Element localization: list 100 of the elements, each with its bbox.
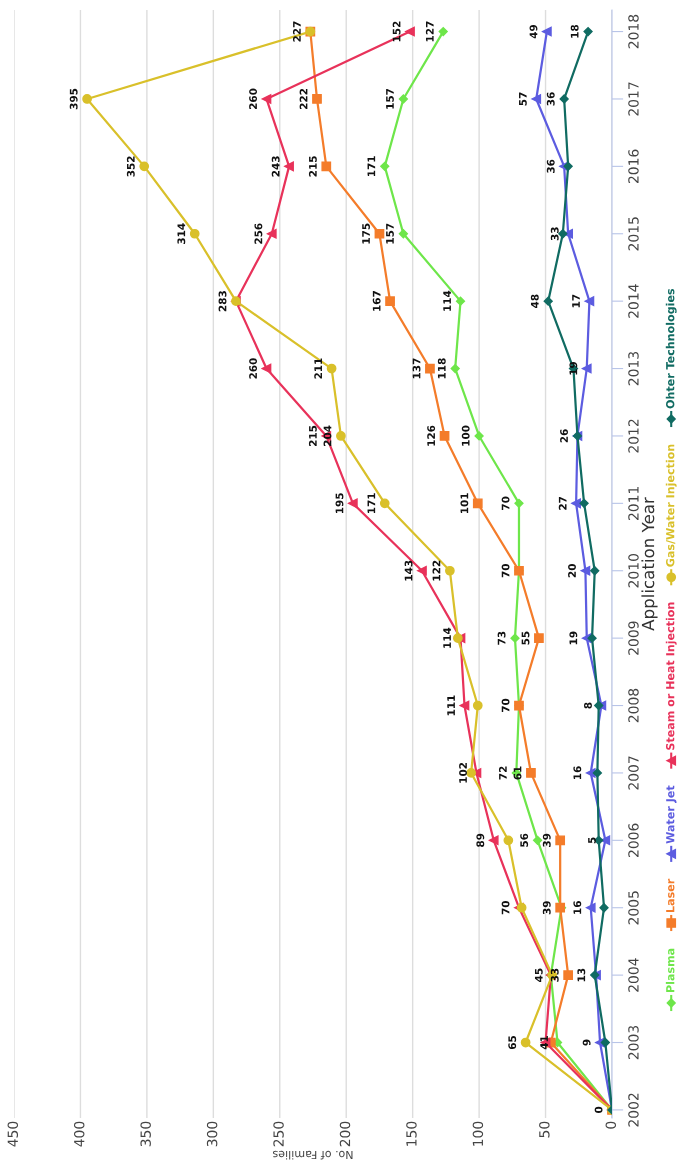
data-label: 152 [392, 21, 401, 42]
data-label: 55 [521, 631, 530, 645]
data-label: 100 [461, 425, 470, 446]
data-label: 314 [177, 223, 186, 244]
x-tick-label: 450 [7, 1121, 19, 1147]
data-label: 70 [501, 563, 510, 578]
y-tick-label: 2005 [628, 891, 639, 925]
data-label: 215 [308, 425, 317, 446]
data-label: 39 [542, 901, 551, 915]
data-label: 260 [249, 358, 258, 379]
data-label: 211 [314, 358, 322, 379]
data-label: 89 [476, 833, 485, 847]
x-tick-label: 150 [406, 1121, 417, 1146]
text: Laser [666, 878, 675, 912]
y-axis-title: Application Year [641, 497, 658, 631]
text: Plasma [665, 948, 675, 992]
y-tick-label: 2007 [628, 756, 639, 790]
data-label: 395 [69, 88, 78, 110]
data-label: 61 [513, 766, 522, 780]
data-label: 0 [594, 1106, 603, 1114]
data-label: 13 [577, 968, 586, 982]
data-label: 70 [501, 698, 510, 713]
y-tick-label: 2012 [628, 419, 639, 453]
data-label: 16 [573, 901, 582, 914]
y-tick-label: 2015 [628, 217, 639, 251]
x-axis-title: No. of Families [272, 1150, 353, 1160]
y-tick-label: 2010 [628, 553, 639, 588]
data-label: 260 [249, 88, 258, 110]
data-label: 73 [497, 631, 506, 645]
data-label: 122 [432, 560, 441, 581]
data-label: 39 [542, 833, 551, 847]
x-tick-label: 250 [273, 1121, 284, 1147]
data-label: 157 [386, 88, 394, 109]
data-label: 9 [582, 1039, 591, 1046]
data-label: 19 [569, 361, 578, 375]
data-label: 114 [443, 290, 451, 311]
y-tick-label: 2002 [628, 1093, 639, 1127]
x-tick-label: 0 [605, 1121, 617, 1129]
data-label: 41 [540, 1035, 548, 1050]
text: Ohter Technologies [665, 288, 677, 409]
data-label: 171 [367, 493, 376, 514]
data-label: 65 [508, 1036, 517, 1050]
data-label: 20 [568, 563, 576, 578]
data-label: 167 [372, 291, 381, 311]
data-label: 45 [534, 968, 543, 982]
data-label: 72 [498, 766, 507, 780]
data-label: 114 [443, 627, 451, 648]
y-tick-label: 2008 [628, 688, 639, 723]
data-label: 157 [386, 223, 394, 244]
y-tick-label: 2016 [628, 149, 639, 184]
data-label: 27 [558, 496, 567, 510]
data-label: 5 [588, 837, 596, 844]
data-label: 111 [447, 695, 455, 716]
y-tick-label: 2011 [628, 486, 639, 520]
y-tick-label: 2014 [628, 284, 639, 318]
y-tick-label: 2013 [628, 351, 639, 386]
text: Gas/Water Injection [665, 444, 677, 567]
y-tick-label: 2009 [628, 621, 639, 655]
data-label: 175 [362, 223, 370, 244]
y-tick-label: 2006 [628, 823, 639, 857]
data-label: 352 [126, 156, 135, 177]
data-label: 101 [460, 493, 469, 514]
data-label: 215 [308, 156, 317, 177]
data-label: 127 [425, 21, 434, 42]
data-label: 70 [501, 900, 510, 915]
text: Water Jet [666, 785, 677, 844]
data-label: 227 [292, 21, 301, 42]
data-label: 137 [412, 358, 421, 379]
data-label: 126 [427, 425, 436, 446]
data-label: 16 [573, 766, 582, 779]
data-label: 57 [519, 92, 527, 106]
x-tick-label: 350 [140, 1121, 151, 1147]
data-label: 171 [367, 156, 376, 177]
data-label: 195 [335, 493, 344, 514]
data-label: 102 [459, 762, 467, 783]
data-label: 283 [218, 291, 227, 312]
data-label: 36 [546, 159, 555, 173]
y-tick-label: 2018 [628, 14, 639, 49]
y-tick-label: 2004 [628, 958, 639, 992]
y-tick-label: 2017 [628, 82, 639, 116]
data-label: 256 [254, 223, 263, 244]
data-label: 70 [501, 496, 510, 510]
x-tick-label: 400 [73, 1121, 85, 1147]
data-label: 26 [560, 429, 568, 443]
data-label: 49 [529, 24, 538, 39]
data-label: 118 [437, 358, 446, 379]
data-label: 17 [572, 294, 580, 308]
data-label: 8 [584, 702, 592, 709]
data-label: 33 [550, 968, 559, 982]
data-label: 204 [323, 425, 332, 446]
x-tick-label: 50 [539, 1121, 550, 1138]
x-tick-label: 200 [339, 1121, 351, 1147]
x-tick-label: 100 [472, 1121, 484, 1146]
data-label: 143 [404, 560, 413, 581]
data-label: 48 [530, 294, 539, 308]
data-label: 33 [550, 227, 559, 241]
data-label: 222 [299, 89, 308, 110]
data-label: 18 [570, 24, 579, 38]
y-tick-label: 2003 [628, 1025, 639, 1060]
text: Steam or Heat Injection [665, 602, 677, 750]
